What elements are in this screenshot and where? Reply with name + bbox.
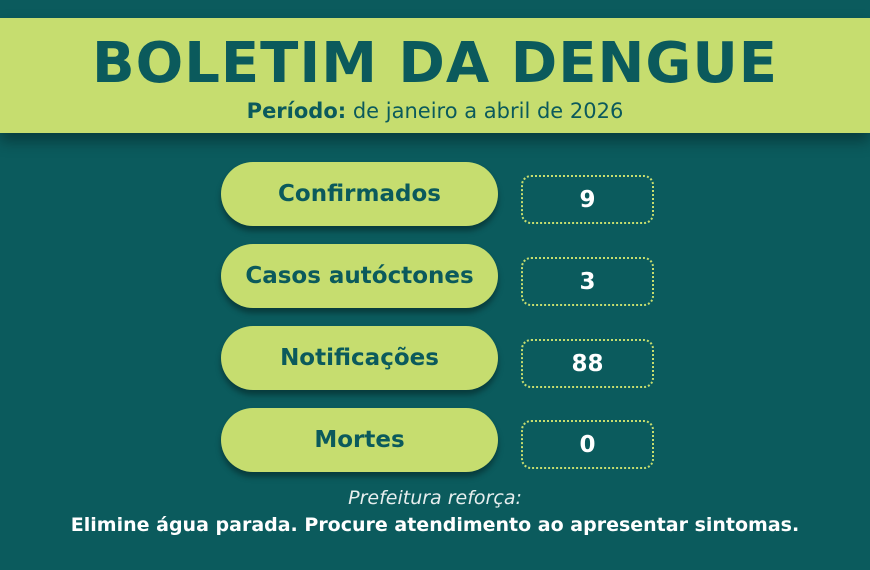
- footer-message: Elimine água parada. Procure atendimento…: [70, 514, 800, 536]
- stat-label-deaths: Mortes: [221, 408, 498, 472]
- stat-value-confirmed: 9: [521, 175, 654, 224]
- header-banner: BOLETIM DA DENGUE Período: de janeiro a …: [0, 18, 870, 133]
- stat-label-confirmed: Confirmados: [221, 162, 498, 226]
- period: Período: de janeiro a abril de 2026: [0, 98, 870, 124]
- stat-value-deaths: 0: [521, 420, 654, 469]
- stat-value-autochthonous: 3: [521, 257, 654, 306]
- period-label: Período:: [246, 99, 347, 123]
- page-title: BOLETIM DA DENGUE: [91, 31, 779, 96]
- stat-value-notifications: 88: [521, 339, 654, 388]
- stat-label-autochthonous: Casos autóctones: [221, 244, 498, 308]
- stat-label-notifications: Notificações: [221, 326, 498, 390]
- period-value: de janeiro a abril de 2026: [352, 99, 624, 123]
- footer-note: Prefeitura reforça:: [348, 487, 522, 509]
